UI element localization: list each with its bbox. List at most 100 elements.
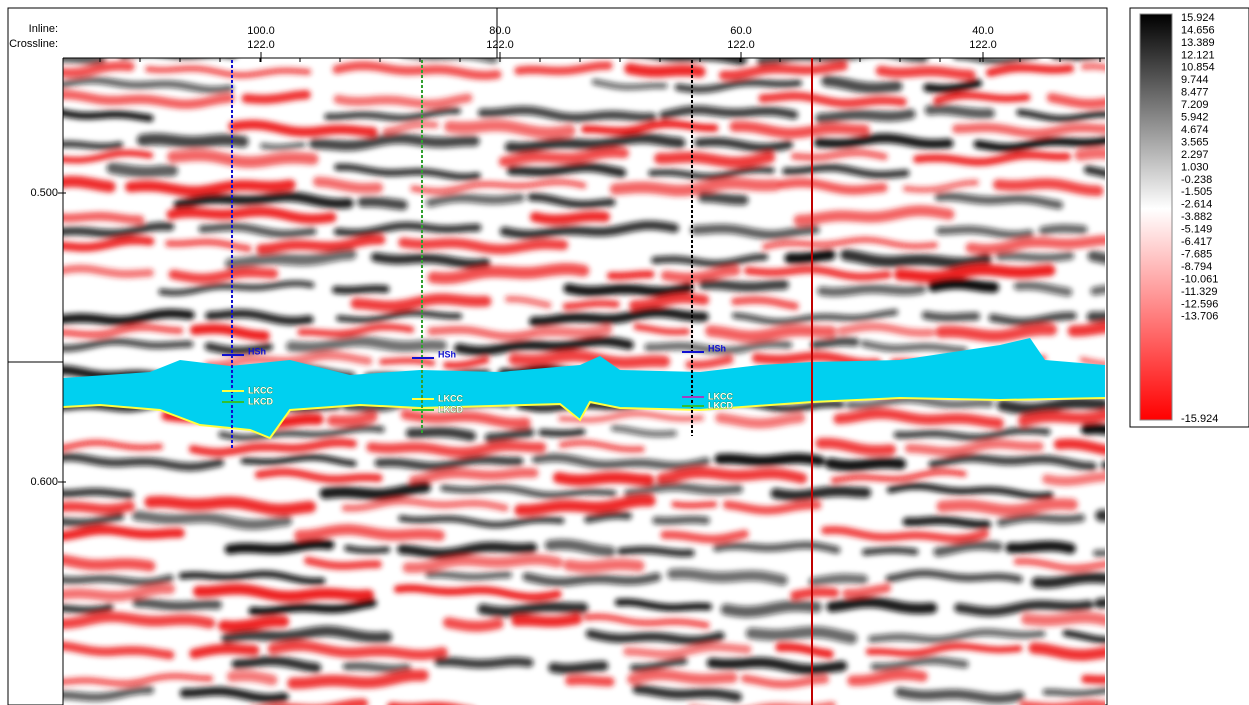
colorbar-label: -15.924 [1181, 413, 1218, 425]
wiggle [907, 520, 987, 524]
wiggle [112, 168, 172, 172]
wiggle [665, 534, 745, 539]
wiggle [930, 109, 990, 113]
wiggle [60, 607, 110, 610]
wiggle [338, 98, 468, 104]
wiggle [553, 666, 603, 669]
colorbar-label: 8.477 [1181, 87, 1209, 99]
wiggle [429, 574, 509, 577]
wiggle [776, 491, 866, 496]
wiggle [632, 675, 732, 679]
colorbar-label: -10.061 [1181, 273, 1218, 285]
wiggle [656, 520, 706, 521]
wiggle [566, 304, 616, 307]
wiggle [662, 473, 802, 479]
wiggle [1086, 675, 1236, 681]
colorbar-label: -2.614 [1181, 199, 1212, 211]
colorbar-label: -0.238 [1181, 174, 1212, 186]
wiggle [60, 492, 130, 495]
wiggle [822, 289, 922, 292]
well-top-label: HSh [708, 343, 726, 353]
wiggle [60, 617, 210, 624]
wiggle [402, 547, 532, 554]
wiggle [293, 675, 423, 683]
colorbar-label: 1.030 [1181, 161, 1209, 173]
wiggle [60, 112, 150, 118]
wiggle [538, 329, 608, 332]
wiggle [439, 662, 529, 665]
crossline-tick-label: 122.0 [727, 39, 755, 51]
wiggle [621, 550, 691, 553]
wiggle [831, 463, 901, 466]
wiggle [232, 676, 272, 680]
well-top-label: HSh [248, 346, 266, 356]
wiggle [942, 504, 1072, 510]
wiggle [224, 622, 284, 627]
colorbar-label: 4.674 [1181, 124, 1209, 136]
wiggle [795, 592, 835, 595]
inline-tick-label: 100.0 [247, 25, 275, 37]
wiggle [1003, 403, 1103, 409]
crossline-tick-label: 122.0 [969, 39, 997, 51]
wiggle [704, 284, 784, 287]
well-top-label: LKCD [708, 400, 733, 410]
crossline-tick-label: 122.0 [247, 39, 275, 51]
wiggle [1001, 518, 1081, 523]
wiggle [60, 578, 170, 582]
wiggle [130, 185, 290, 192]
well-top-label: LKCC [438, 393, 463, 403]
wiggle [382, 361, 432, 364]
wiggle [263, 145, 303, 148]
wiggle [347, 548, 387, 550]
y-tick-label: 0.600 [30, 476, 58, 488]
wiggle [1099, 603, 1169, 610]
wiggle [332, 417, 372, 421]
wiggle [611, 274, 651, 276]
colorbar-label: 7.209 [1181, 99, 1209, 111]
wiggle [881, 71, 971, 75]
wiggle [527, 577, 657, 582]
wiggle [726, 606, 816, 612]
wiggle [542, 432, 582, 434]
wiggle [990, 68, 1070, 73]
colorbar-label: 14.656 [1181, 24, 1215, 36]
wiggle [292, 341, 442, 347]
wiggle [60, 530, 180, 537]
wiggle [403, 243, 563, 250]
wiggle [1000, 256, 1070, 258]
wiggle [1034, 648, 1184, 655]
wiggle [827, 81, 897, 88]
colorbar-label: -13.706 [1181, 311, 1218, 323]
colorbar-label: 15.924 [1181, 12, 1215, 24]
colorbar-label: -7.685 [1181, 248, 1212, 260]
wiggle [568, 288, 688, 292]
wiggle [347, 666, 407, 669]
colorbar-label: 9.744 [1181, 74, 1209, 86]
wiggle [363, 202, 403, 205]
well-top-label: HSh [438, 349, 456, 359]
wiggle [517, 619, 577, 622]
wiggle [616, 183, 776, 190]
wiggle [60, 559, 150, 566]
wiggle [717, 545, 837, 550]
wiggle [137, 603, 217, 607]
wiggle [60, 182, 110, 187]
wiggle [664, 110, 794, 115]
wiggle [1106, 457, 1246, 465]
wiggle [673, 574, 783, 581]
well-top-label: LKCC [248, 385, 273, 395]
colorbar-label: 10.854 [1181, 62, 1215, 74]
colorbar-label: -6.417 [1181, 236, 1212, 248]
wiggle [60, 506, 130, 509]
wiggle [143, 139, 243, 142]
wiggle [230, 544, 330, 549]
wiggle [483, 607, 583, 612]
seismic-image [60, 51, 1249, 705]
wiggle [1096, 545, 1236, 554]
wiggle [60, 144, 120, 147]
wiggle [820, 114, 910, 118]
colorbar-label: -1.505 [1181, 186, 1212, 198]
inline-tick-label: 80.0 [489, 25, 510, 37]
inline-tick-label: 40.0 [972, 25, 993, 37]
wiggle [813, 578, 863, 582]
